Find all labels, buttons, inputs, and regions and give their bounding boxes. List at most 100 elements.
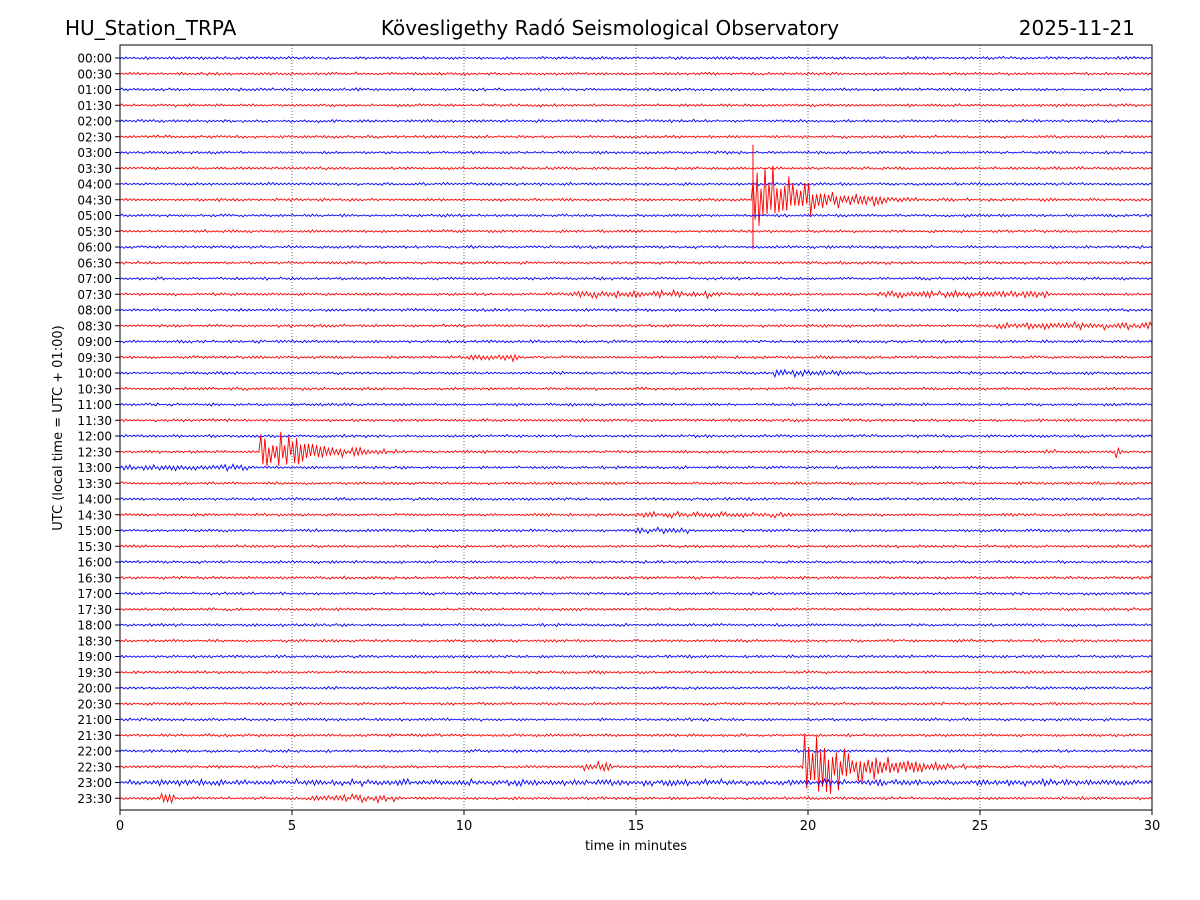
y-tick-label: 07:30 [77, 288, 112, 302]
y-tick-label: 19:30 [77, 666, 112, 680]
y-tick-label: 16:00 [77, 556, 112, 570]
y-tick-label: 04:00 [77, 178, 112, 192]
y-tick-label: 04:30 [77, 193, 112, 207]
trace-2030 [119, 701, 1153, 706]
x-tick-label: 20 [800, 819, 817, 834]
trace-0300 [119, 150, 1153, 155]
trace-2000 [119, 685, 1153, 691]
trace-0400 [119, 181, 1153, 187]
y-tick-label: 15:00 [77, 524, 112, 538]
trace-1330 [119, 480, 1153, 486]
trace-0900 [119, 339, 1153, 344]
trace-2330 [119, 792, 1153, 805]
y-tick-label: 20:30 [77, 697, 112, 711]
y-tick-label: 12:30 [77, 445, 112, 459]
y-tick-label: 10:30 [77, 382, 112, 396]
record-date: 2025-11-21 [1018, 16, 1135, 40]
trace-1300 [119, 463, 1153, 473]
trace-0700 [119, 276, 1153, 281]
trace-0200 [119, 118, 1153, 124]
x-tick-label: 15 [628, 819, 645, 834]
y-tick-label: 16:30 [77, 571, 112, 585]
y-tick-label: 09:30 [77, 351, 112, 365]
trace-0600 [119, 244, 1153, 250]
y-tick-label: 14:00 [77, 493, 112, 507]
trace-0330 [119, 165, 1153, 171]
y-tick-label: 08:30 [77, 319, 112, 333]
trace-1230 [119, 431, 1153, 467]
y-tick-label: 14:30 [77, 508, 112, 522]
x-tick-label: 10 [456, 819, 473, 834]
y-tick-label: 01:30 [77, 99, 112, 113]
station-name: HU_Station_TRPA [65, 16, 237, 40]
y-axis-label: UTC (local time = UTC + 01:00) [51, 325, 66, 530]
trace-1130 [119, 417, 1153, 423]
trace-1930 [119, 669, 1153, 675]
y-tick-label: 07:00 [77, 272, 112, 286]
trace-0100 [119, 87, 1153, 92]
trace-1900 [119, 654, 1153, 659]
x-tick-label: 5 [288, 819, 296, 834]
y-tick-label: 17:00 [77, 587, 112, 601]
trace-2300 [119, 777, 1153, 788]
x-tick-label: 0 [116, 819, 124, 834]
trace-1830 [119, 638, 1153, 644]
y-tick-label: 02:30 [77, 130, 112, 144]
y-tick-label: 10:00 [77, 367, 112, 381]
y-tick-label: 03:00 [77, 146, 112, 160]
trace-1100 [119, 402, 1153, 407]
trace-0630 [119, 260, 1153, 266]
y-tick-label: 05:00 [77, 209, 112, 223]
y-tick-label: 01:00 [77, 83, 112, 97]
y-tick-label: 21:00 [77, 713, 112, 727]
y-tick-label: 13:30 [77, 477, 112, 491]
y-tick-label: 23:00 [77, 776, 112, 790]
trace-1500 [119, 526, 1153, 535]
y-tick-label: 22:00 [77, 745, 112, 759]
trace-1200 [119, 433, 1153, 439]
trace-2100 [119, 717, 1153, 722]
trace-1530 [119, 544, 1153, 549]
x-tick-label: 30 [1144, 819, 1161, 834]
y-tick-label: 13:00 [77, 461, 112, 475]
trace-1700 [119, 591, 1153, 596]
trace-0800 [119, 307, 1153, 313]
y-tick-label: 21:30 [77, 729, 112, 743]
y-tick-label: 02:00 [77, 115, 112, 129]
trace-1430 [119, 510, 1153, 520]
y-tick-label: 23:30 [77, 792, 112, 806]
y-tick-label: 06:30 [77, 256, 112, 270]
trace-0730 [119, 288, 1153, 300]
trace-1000 [119, 368, 1153, 379]
trace-1400 [119, 496, 1153, 502]
y-tick-label: 00:30 [77, 67, 112, 81]
y-tick-label: 22:30 [77, 760, 112, 774]
y-tick-label: 12:00 [77, 430, 112, 444]
y-tick-label: 11:00 [77, 398, 112, 412]
y-tick-label: 05:30 [77, 225, 112, 239]
trace-1730 [119, 607, 1153, 612]
trace-0030 [119, 71, 1153, 76]
trace-1600 [119, 559, 1153, 565]
traces-group [119, 55, 1153, 805]
y-tick-label: 18:30 [77, 634, 112, 648]
trace-0500 [119, 213, 1153, 218]
trace-2130 [119, 732, 1153, 738]
y-tick-label: 08:00 [77, 304, 112, 318]
y-tick-label: 09:00 [77, 335, 112, 349]
trace-2230 [119, 734, 1153, 794]
trace-1800 [119, 622, 1153, 628]
trace-0530 [119, 228, 1153, 234]
y-tick-label: 15:30 [77, 540, 112, 554]
trace-0930 [119, 353, 1153, 363]
trace-0230 [119, 134, 1153, 139]
x-tick-label: 25 [972, 819, 989, 834]
trace-0430 [119, 165, 1153, 226]
y-tick-label: 00:00 [77, 52, 112, 66]
trace-0000 [119, 55, 1153, 61]
trace-2200 [119, 748, 1153, 754]
x-axis-label: time in minutes [585, 839, 687, 854]
trace-0830 [119, 320, 1153, 331]
